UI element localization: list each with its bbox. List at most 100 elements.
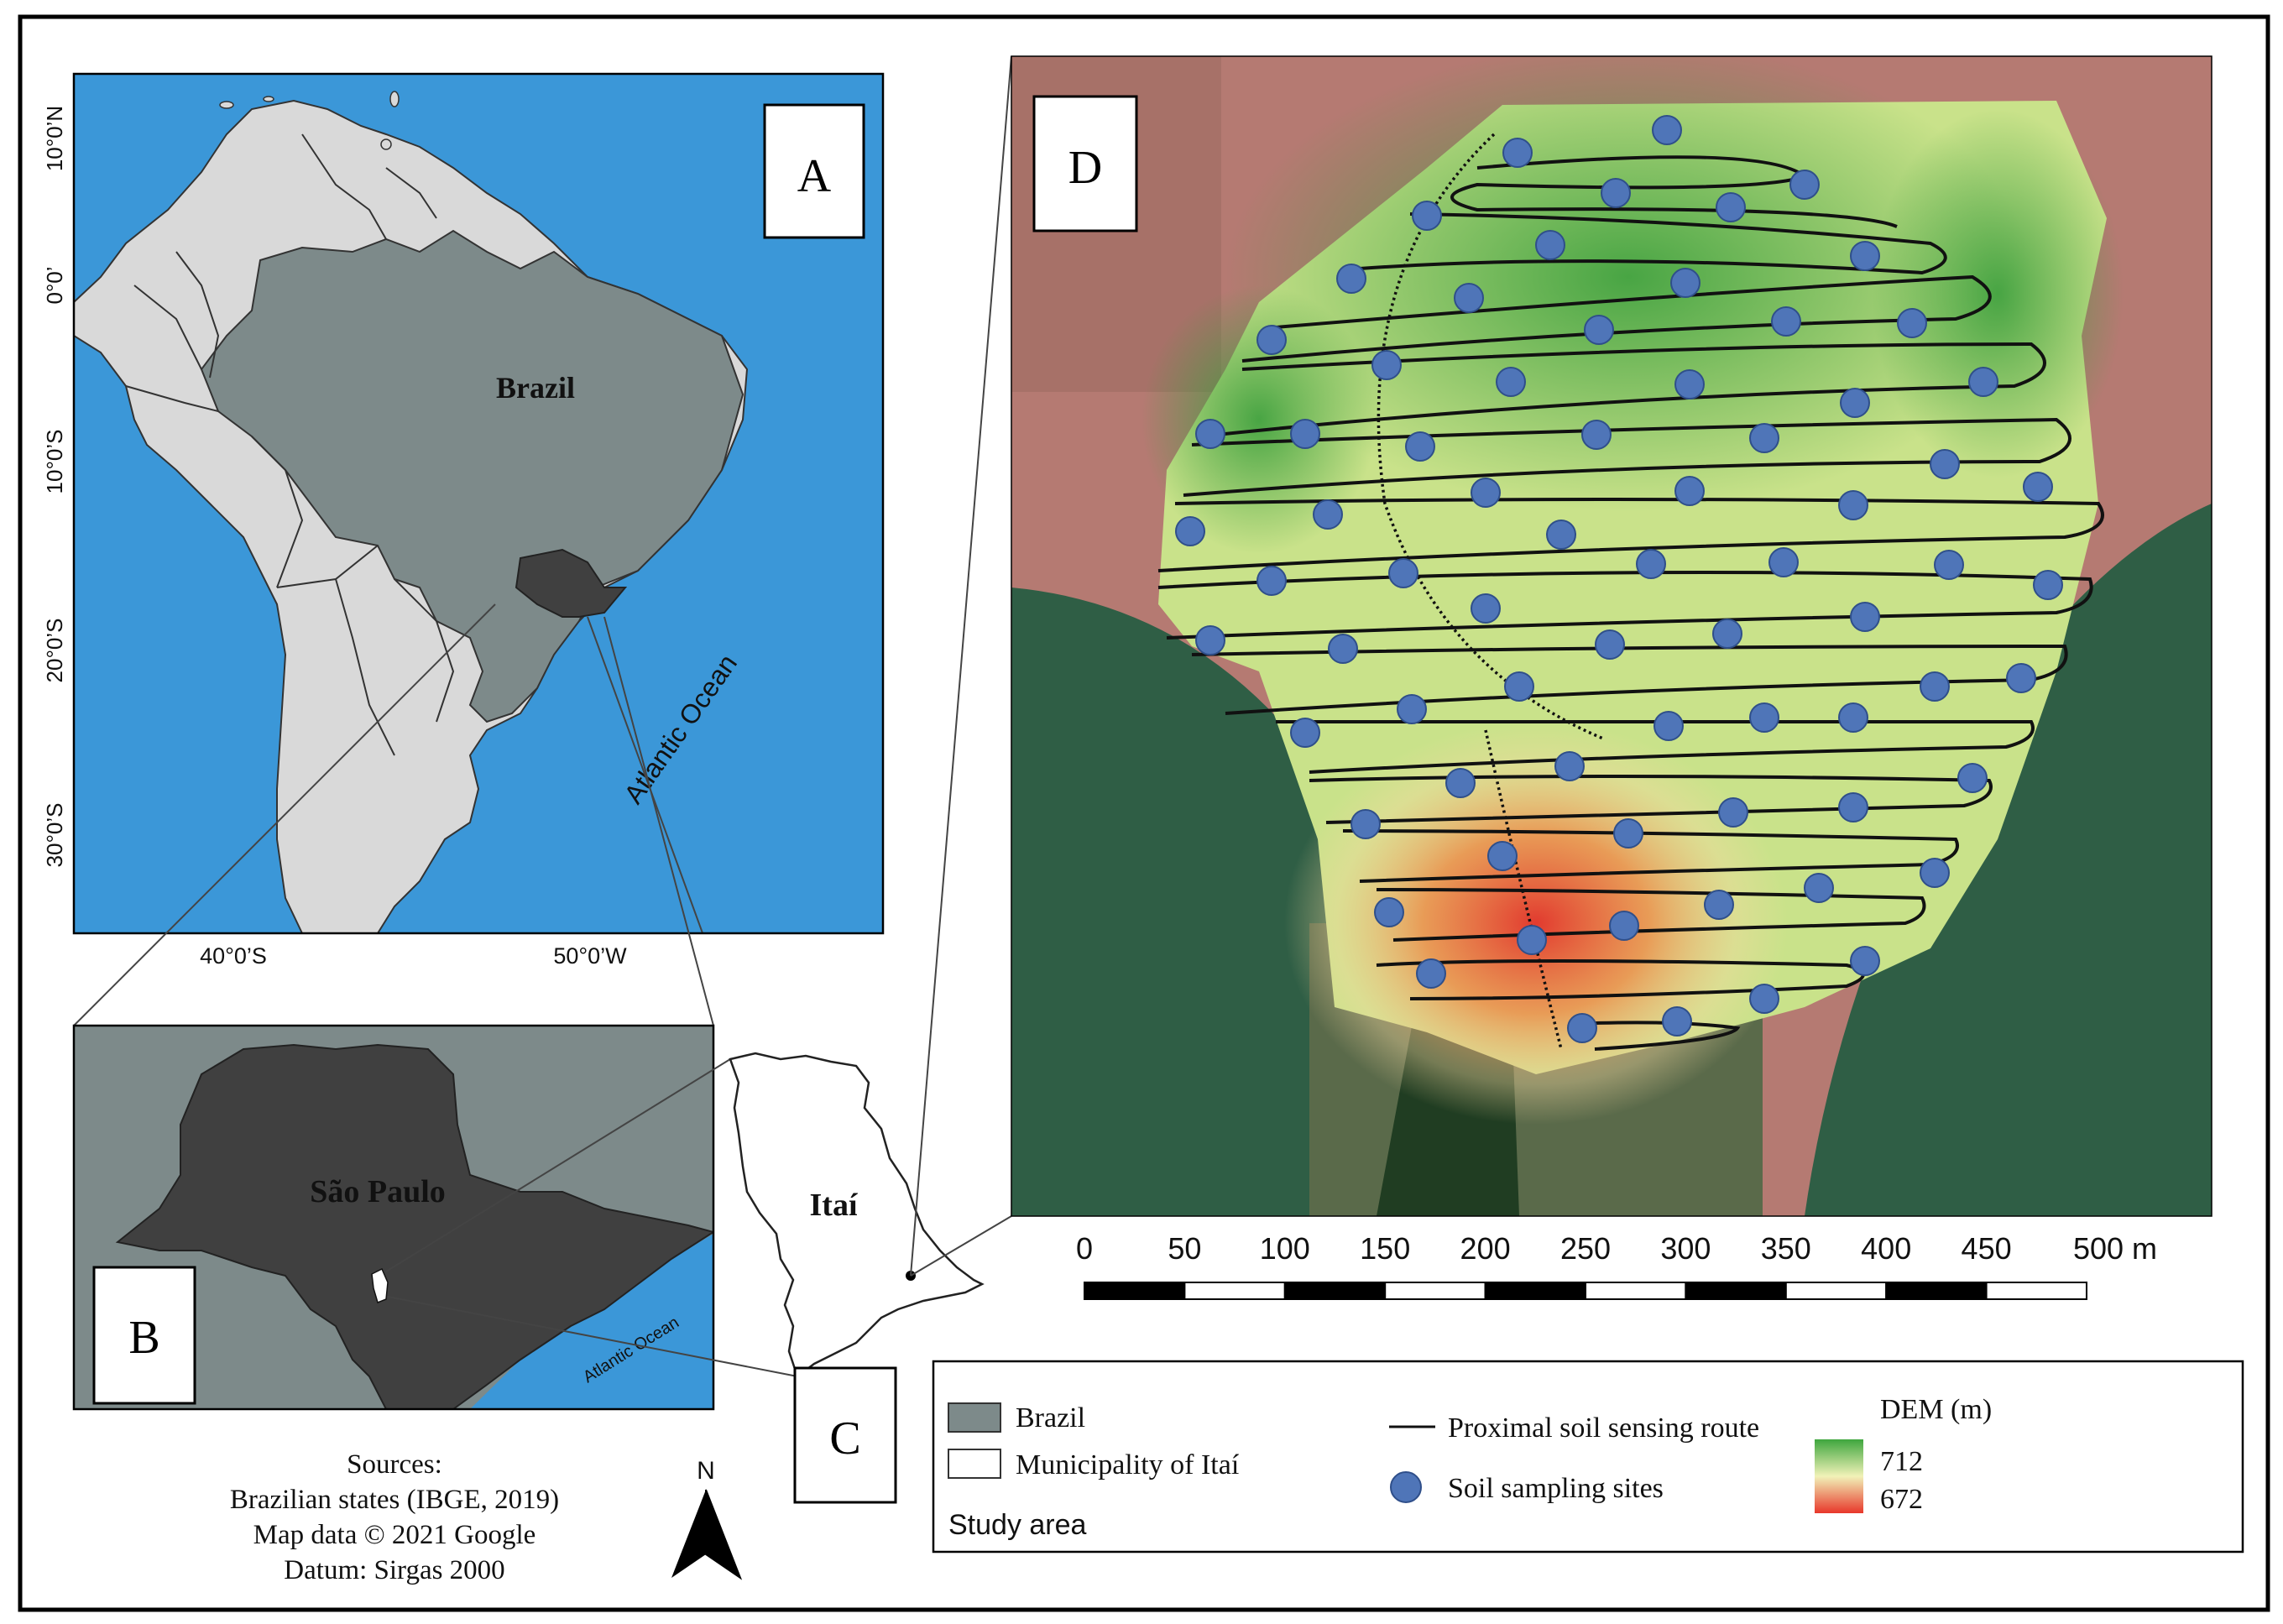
sampling-sites: [1175, 115, 2063, 1043]
sampling-site: [1554, 751, 1585, 781]
brazil-label: Brazil: [496, 371, 575, 405]
scale-bar-segment: [1685, 1282, 1787, 1300]
panel-c-map: Itaí C: [729, 1052, 985, 1504]
sampling-site: [1636, 549, 1666, 579]
lat-tick-label: 20°0’S: [42, 619, 67, 683]
scale-bar-segment: [1985, 1282, 2088, 1300]
sampling-site: [1290, 718, 1320, 748]
sampling-site: [1350, 809, 1381, 839]
sampling-site: [1175, 516, 1205, 546]
sampling-site: [1195, 419, 1225, 449]
scale-bar-segment: [1183, 1282, 1286, 1300]
legend-frame: [932, 1360, 2244, 1554]
longitude-ticks: 40°0’S 50°0’W: [200, 943, 627, 969]
scale-bar-segment: [1484, 1282, 1586, 1300]
locator-line-d-top: [910, 55, 1012, 1277]
sampling-site: [1804, 873, 1834, 903]
sampling-site: [1445, 768, 1476, 798]
legend-dem-ramp: [1815, 1439, 1863, 1513]
caribbean-islands: [219, 91, 400, 150]
legend-label-route: Proximal soil sensing route: [1448, 1413, 1759, 1444]
lat-tick-label: 10°0’S: [42, 430, 67, 494]
atlantic-ocean-b: [470, 1234, 713, 1409]
sampling-site: [1609, 911, 1639, 941]
legend-swatch-brazil: [948, 1402, 1001, 1433]
scale-bar-segments: [1084, 1282, 2088, 1300]
sampling-site: [1840, 388, 1870, 418]
legend-label-sites: Soil sampling sites: [1448, 1473, 1664, 1504]
sampling-site: [1328, 634, 1358, 664]
sampling-site: [1371, 350, 1402, 380]
sampling-site: [1850, 241, 1880, 271]
panel-d-map: D: [1011, 55, 2212, 1217]
scale-bar-segment: [1885, 1282, 1988, 1300]
legend-dem-high: 712: [1880, 1446, 1923, 1477]
panel-b-frame: [72, 1024, 715, 1411]
sampling-site: [1567, 1013, 1597, 1043]
sampling-site: [1652, 115, 1682, 145]
sampling-site: [1749, 984, 1779, 1014]
latitude-ticks: 10°0’N 0°0’ 10°0’S 20°0’S 30°0’S: [42, 106, 67, 868]
sampling-site: [1336, 264, 1366, 294]
sensing-route: [1157, 155, 2104, 1051]
crop-field-left: [1011, 587, 1353, 1216]
legend-dem-title: DEM (m): [1880, 1394, 1992, 1425]
legend-label-brazil: Brazil: [1016, 1402, 1085, 1433]
sampling-site: [1957, 763, 1988, 793]
sampling-site: [1930, 449, 1960, 479]
sampling-site: [1838, 702, 1868, 733]
sampling-site: [1313, 499, 1343, 530]
lon-tick-label: 50°0’W: [553, 943, 627, 969]
sampling-site: [1718, 797, 1748, 828]
dem-low-zone: [1284, 722, 1788, 1125]
sensing-route-transit: [1484, 729, 1563, 1050]
panel-a-letter-box: [763, 103, 865, 239]
sampling-site: [1968, 367, 1998, 397]
panel-d-letter-box: [1032, 95, 1138, 232]
dem-high-zone-east: [1872, 109, 2124, 478]
sampling-site: [1838, 792, 1868, 822]
panel-c-letter: C: [829, 1413, 860, 1465]
sampling-site: [1850, 946, 1880, 976]
legend-swatch-municipality: [948, 1449, 1001, 1479]
sampling-site: [1546, 520, 1576, 550]
panel-a-letter: A: [797, 150, 832, 202]
sampling-site: [1712, 619, 1742, 649]
sampling-site: [1850, 602, 1880, 632]
lon-tick-label: 40°0’S: [200, 943, 267, 969]
legend-label-study-area: Study area: [948, 1509, 1087, 1541]
scale-bar-label: 200: [1460, 1231, 1511, 1266]
scale-bar-label: 400: [1861, 1231, 1911, 1266]
sources-line: Datum: Sirgas 2000: [284, 1555, 504, 1585]
legend-dem-low: 672: [1880, 1484, 1923, 1515]
sources-heading: Sources:: [347, 1449, 442, 1480]
north-arrow-icon-right: [705, 1489, 743, 1580]
sampling-site: [1471, 478, 1501, 508]
sampling-site: [1496, 367, 1526, 397]
sampling-site: [1487, 841, 1518, 871]
scale-bar-segment: [1784, 1282, 1888, 1300]
scale-bar-label: 50: [1168, 1231, 1201, 1266]
sampling-site: [1256, 325, 1287, 355]
sampling-site: [1653, 711, 1684, 741]
sampling-site: [1397, 694, 1427, 724]
panel-a-map: Brazil Atlantic Ocean 10°0’N 0°0’ 10°0’S…: [42, 72, 885, 969]
sampling-site: [1195, 625, 1225, 655]
panel-d-frame: [1011, 55, 2212, 1217]
legend-label-municipality: Municipality of Itaí: [1016, 1449, 1240, 1480]
brazil-shape: [200, 229, 744, 723]
sampling-site: [1595, 629, 1625, 660]
sampling-site: [1789, 170, 1820, 200]
north-arrow: N: [671, 1457, 743, 1580]
sao-paulo-highlight: [515, 548, 628, 618]
scale-bar-segment: [1084, 1282, 1186, 1300]
sampling-site: [1920, 858, 1950, 888]
sampling-site: [1716, 192, 1746, 222]
sao-paulo-shape: [115, 1043, 713, 1409]
panel-c-letter-box: [793, 1366, 897, 1504]
sampling-site: [1290, 419, 1320, 449]
scale-bar-label: 100: [1260, 1231, 1310, 1266]
crop-field-right: [1805, 504, 2212, 1216]
panel-a-frame: [72, 72, 885, 935]
scale-bar-label: 250: [1560, 1231, 1611, 1266]
